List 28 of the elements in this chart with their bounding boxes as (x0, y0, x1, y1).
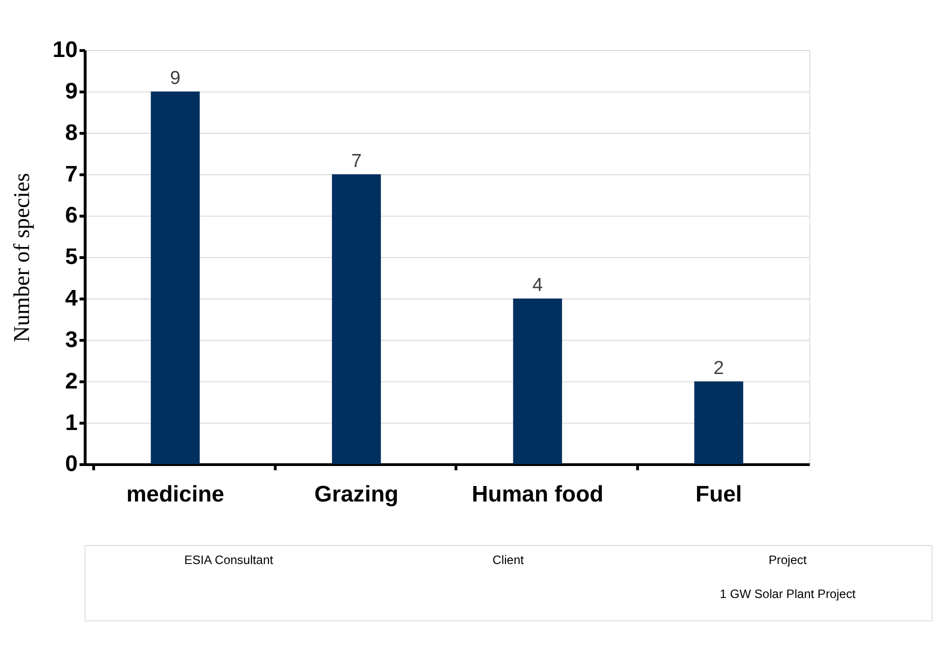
y-tick-label: 10 (52, 37, 78, 62)
data-label: 2 (714, 356, 724, 378)
y-tick-label: 9 (65, 78, 78, 104)
y-tick-label: 2 (65, 368, 78, 394)
y-tick-label: 6 (65, 202, 78, 228)
y-tick-label: 0 (65, 451, 78, 476)
x-tick-label: Grazing (314, 481, 398, 506)
y-tick-label: 7 (65, 161, 78, 186)
x-tick-label: Human food (472, 481, 604, 506)
bar (332, 174, 381, 464)
y-tick-label: 1 (65, 410, 78, 435)
y-tick-label: 5 (65, 244, 78, 270)
data-label: 9 (170, 66, 181, 88)
bar (513, 298, 562, 464)
data-label: 7 (351, 150, 362, 171)
bar (150, 91, 200, 464)
x-tick-label: Fuel (696, 481, 742, 506)
text: Project (768, 552, 808, 567)
y-tick-label: 8 (65, 120, 78, 145)
data-label: 4 (532, 274, 543, 295)
text: Client (492, 552, 524, 567)
text: 1 GW Solar Plant Project (720, 586, 856, 601)
bar (694, 381, 744, 464)
y-tick-label: 3 (65, 326, 78, 352)
y-tick-label: 4 (65, 286, 78, 311)
y-axis-title: Number of species (8, 172, 34, 342)
text: ESIA Consultant (184, 552, 274, 567)
x-tick-label: medicine (126, 481, 224, 506)
